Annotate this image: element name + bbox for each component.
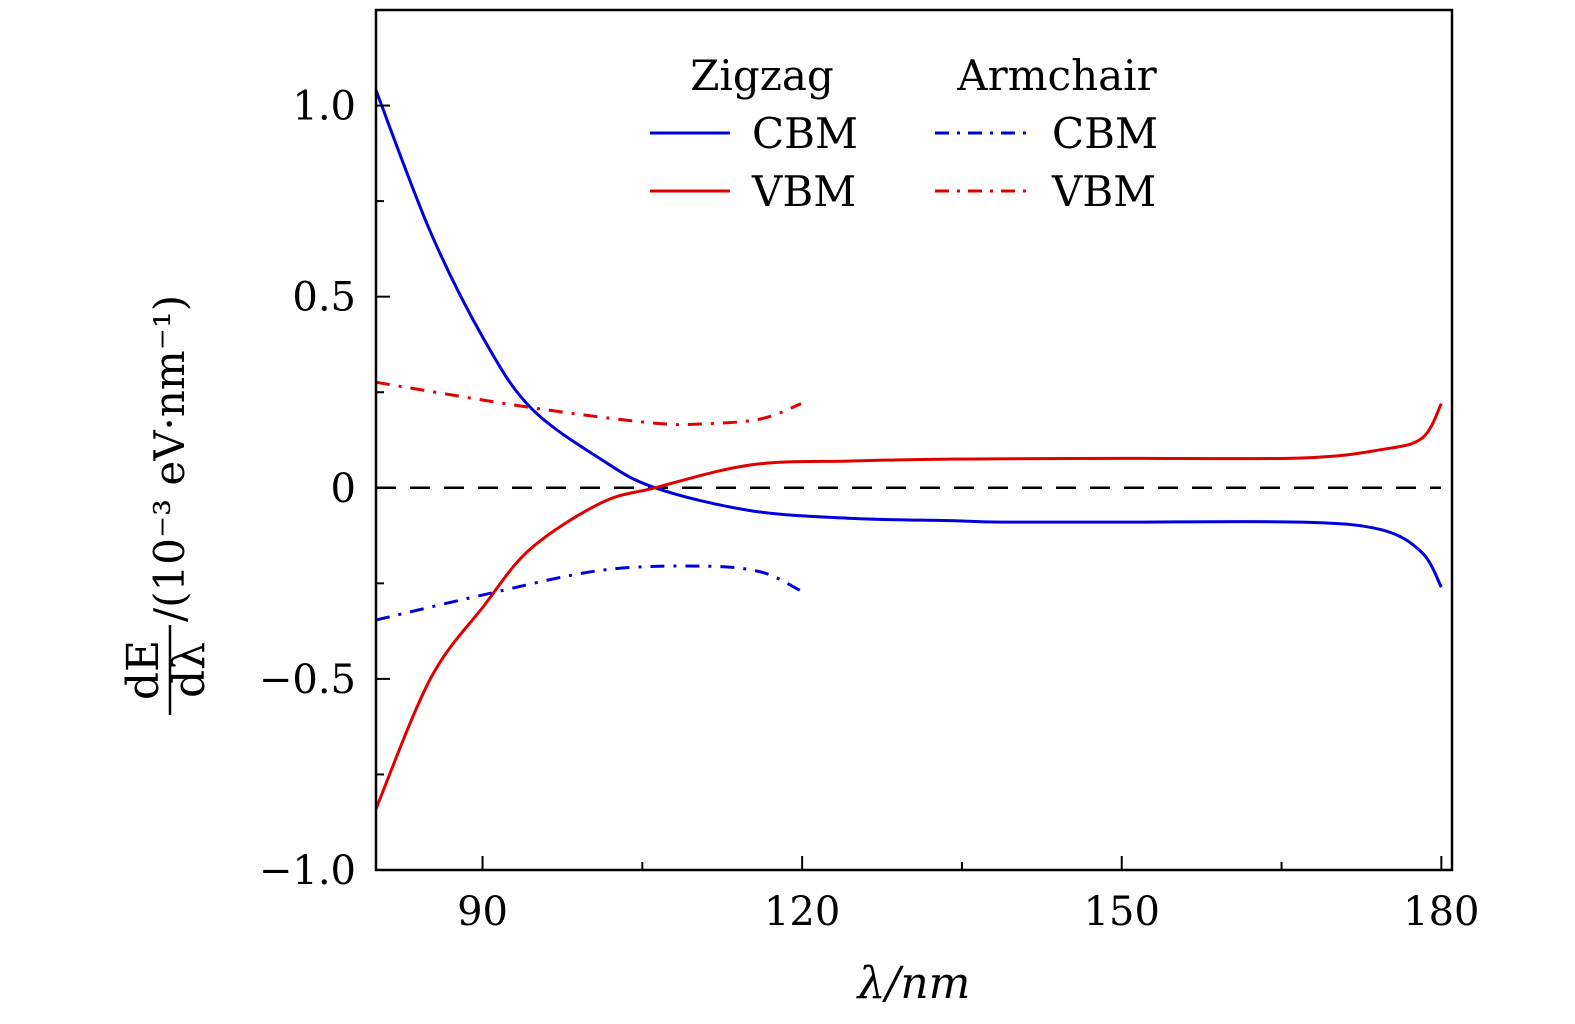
ticks-layer: 90 120 150 180 1.0 0.5 0 −0.5 −1.0	[259, 84, 1480, 935]
y-tick-label: 0	[331, 466, 356, 512]
y-tick-label: 0.5	[292, 275, 356, 321]
legend-label-armchair-vbm: VBM	[1051, 167, 1156, 216]
y-tick-label: 1.0	[292, 84, 356, 130]
series-armchair-cbm	[375, 564, 802, 622]
series-layer	[374, 89, 1443, 810]
y-label-numerator: dE	[118, 640, 169, 700]
plot-frame	[374, 8, 1454, 872]
series-armchair-vbm	[375, 380, 802, 427]
legend-group-zigzag: Zigzag	[690, 51, 834, 100]
y-axis-label: dE dλ /(10⁻³ eV·nm⁻¹)	[118, 295, 215, 715]
y-tick-label: −0.5	[259, 657, 356, 703]
legend-group-armchair: Armchair	[956, 51, 1157, 100]
legend: Zigzag Armchair CBM VBM CBM VBM	[650, 51, 1158, 216]
x-tick-label: 150	[1084, 889, 1160, 935]
x-axis-label: λ/nm	[856, 958, 971, 1009]
x-tick-label: 120	[764, 889, 840, 935]
legend-label-zigzag-vbm: VBM	[751, 167, 856, 216]
y-label-denominator: dλ	[164, 642, 215, 698]
legend-label-armchair-cbm: CBM	[1052, 109, 1158, 158]
series-zigzag-vbm	[374, 402, 1443, 810]
x-tick-label: 180	[1403, 889, 1479, 935]
y-label-units: /(10⁻³ eV·nm⁻¹)	[145, 295, 194, 622]
legend-label-zigzag-cbm: CBM	[752, 109, 858, 158]
series-zigzag-cbm	[374, 89, 1443, 588]
y-tick-label: −1.0	[259, 848, 356, 894]
x-tick-label: 90	[457, 889, 508, 935]
